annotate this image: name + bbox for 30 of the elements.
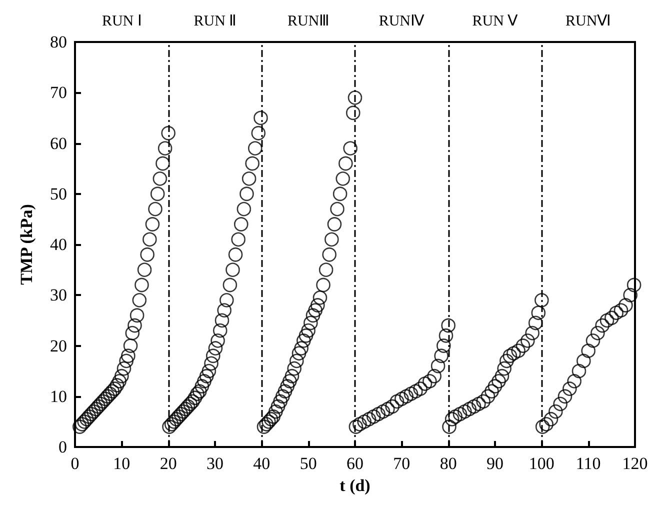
x-tick-label: 110 bbox=[576, 454, 601, 473]
text: RUN Ⅰ bbox=[102, 14, 142, 30]
y-tick-label: 60 bbox=[50, 134, 67, 153]
x-axis-title: t (d) bbox=[340, 476, 370, 495]
y-tick-label: 30 bbox=[50, 286, 67, 305]
x-tick-label: 60 bbox=[346, 454, 364, 473]
y-tick-label: 70 bbox=[50, 83, 67, 102]
x-tick-label: 90 bbox=[486, 454, 504, 473]
x-tick-label: 100 bbox=[528, 454, 554, 473]
y-axis-title: TMP (kPa) bbox=[17, 204, 36, 285]
x-tick-label: 20 bbox=[160, 454, 177, 473]
x-tick-label: 50 bbox=[300, 454, 317, 473]
x-tick-label: 0 bbox=[70, 454, 80, 473]
y-tick-label: 50 bbox=[50, 184, 67, 204]
y-tick-label: 40 bbox=[50, 235, 67, 254]
y-tick-label: 0 bbox=[58, 438, 67, 456]
x-tick-label: 40 bbox=[253, 454, 270, 473]
text: RUN Ⅱ bbox=[194, 14, 236, 30]
y-tick-label: 10 bbox=[50, 386, 67, 406]
x-tick-label: 10 bbox=[113, 454, 130, 473]
x-tick-label: 120 bbox=[622, 454, 648, 473]
x-tick-label: 70 bbox=[393, 454, 410, 473]
text: RUNⅥ bbox=[565, 14, 612, 30]
text: RUN Ⅴ bbox=[472, 14, 519, 30]
x-tick-label: 80 bbox=[440, 454, 457, 473]
y-tick-label: 20 bbox=[50, 336, 67, 356]
text: RUNⅣ bbox=[378, 14, 425, 30]
text: RUNⅢ bbox=[287, 14, 330, 30]
x-tick-label: 30 bbox=[206, 454, 224, 473]
y-tick-label: 80 bbox=[50, 32, 67, 52]
